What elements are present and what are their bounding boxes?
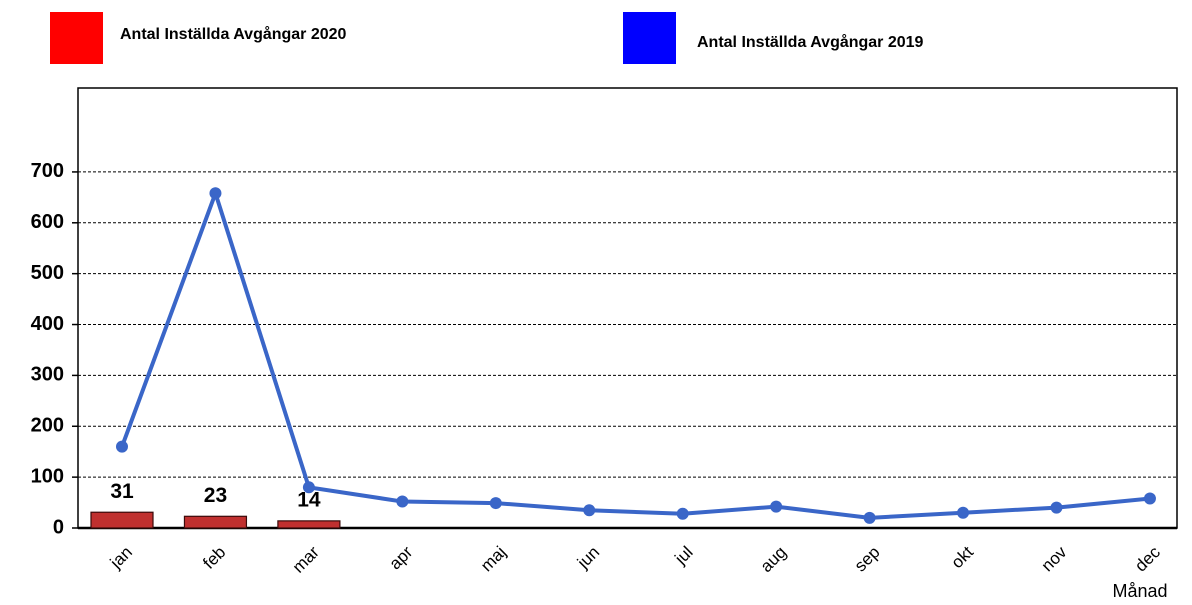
y-tick-label: 400 [31,313,64,335]
x-tick-label: maj [477,543,510,576]
line-point [676,507,689,520]
line [120,187,1151,520]
x-tick-label: mar [289,542,323,576]
line-point [209,187,222,200]
y-tick-label: 0 [53,516,64,538]
x-tick-label: dec [1131,542,1164,575]
y-tick-label: 600 [31,211,64,233]
x-tick-label: nov [1038,542,1071,575]
legend-swatch [623,12,676,64]
y-tick-label: 100 [31,465,64,487]
x-tick-label: okt [948,542,978,572]
line-point [770,500,783,513]
legend-swatch [50,12,103,64]
y-tick-label: 700 [31,160,64,182]
line-point [1050,501,1063,514]
line-point [116,440,128,453]
x-tick-label: sep [851,543,884,576]
value-label: 31 [110,480,134,503]
line-point [302,481,315,494]
bar [277,520,341,529]
x-axis-label: Månad [1112,581,1167,601]
y-tick-label: 300 [31,364,64,386]
line-point [583,504,596,517]
x-tick-label: aug [757,543,790,576]
x-tick-label: jul [671,543,697,569]
value-label: 14 [297,488,321,511]
line-point [957,506,970,519]
x-tick-label: jun [573,543,603,573]
y-tick-label: 500 [31,262,64,284]
x-tick-label: apr [386,542,417,573]
legend-label: Antal Inställda Avgångar 2019 [697,33,924,51]
x-tick-label: jan [106,543,136,573]
line-point [489,497,502,510]
y-tick-label: 200 [31,415,64,437]
value-label: 23 [204,484,227,507]
line-point [863,511,876,524]
line-point [1143,492,1156,505]
x-tick-label: feb [199,543,229,573]
legend-label: Antal Inställda Avgångar 2020 [120,25,347,43]
bar [183,515,248,529]
bar [90,511,154,529]
line-point [396,495,409,508]
plot-frame [77,87,1178,529]
